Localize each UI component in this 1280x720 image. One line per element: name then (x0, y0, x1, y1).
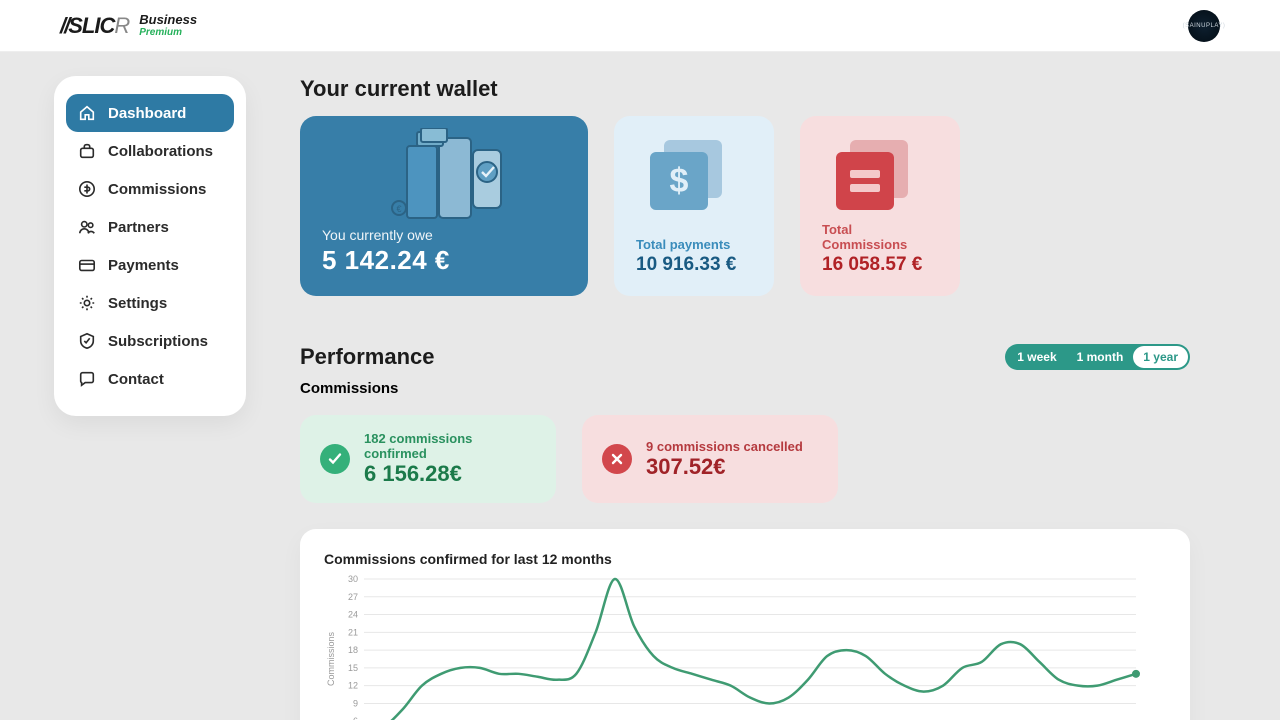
sidebar-item-label: Dashboard (108, 105, 186, 122)
x-circle-icon (602, 444, 632, 474)
check-circle-icon (320, 444, 350, 474)
svg-text:18: 18 (348, 645, 358, 655)
wallet-commissions-value: 16 058.57 € (822, 254, 922, 276)
users-icon (78, 218, 96, 236)
wallet-commissions-label: Total Commissions (822, 222, 938, 252)
brand-business-label: Business (139, 13, 197, 26)
brand-premium-label: Premium (139, 28, 197, 38)
sidebar-item-contact[interactable]: Contact (66, 360, 234, 398)
shield-check-icon (78, 332, 96, 350)
svg-text:9: 9 (353, 698, 358, 708)
wallet-owe-label: You currently owe (322, 227, 566, 243)
sidebar-item-label: Partners (108, 219, 169, 236)
card-icon (78, 256, 96, 274)
performance-section-title: Performance (300, 344, 435, 370)
commissions-cancelled-card[interactable]: 9 commissions cancelled 307.52€ (582, 415, 838, 503)
svg-text:30: 30 (348, 575, 358, 584)
performance-subheading: Commissions (300, 380, 1190, 397)
chart-card: Commissions confirmed for last 12 months… (300, 529, 1190, 720)
confirmed-value: 6 156.28€ (364, 461, 536, 487)
sidebar-item-dashboard[interactable]: Dashboard (66, 94, 234, 132)
wallet-section-title: Your current wallet (300, 76, 1190, 102)
sidebar-item-label: Commissions (108, 181, 206, 198)
svg-text:27: 27 (348, 592, 358, 602)
sidebar-item-label: Collaborations (108, 143, 213, 160)
period-seg-1-month[interactable]: 1 month (1067, 346, 1134, 368)
brand-logo: //SLICR (60, 13, 129, 39)
wallet-commissions-card[interactable]: Total Commissions 16 058.57 € (800, 116, 960, 296)
wallet-payments-value: 10 916.33 € (636, 254, 736, 276)
wallet-illustration-icon: € (369, 128, 519, 228)
svg-text:15: 15 (348, 663, 358, 673)
cancelled-line: 9 commissions cancelled (646, 439, 803, 454)
sidebar-item-partners[interactable]: Partners (66, 208, 234, 246)
sidebar-item-payments[interactable]: Payments (66, 246, 234, 284)
home-icon (78, 104, 96, 122)
chat-icon (78, 370, 96, 388)
commissions-confirmed-card[interactable]: 182 commissions confirmed 6 156.28€ (300, 415, 556, 503)
svg-text:21: 21 (348, 627, 358, 637)
sidebar-item-label: Subscriptions (108, 333, 208, 350)
wallet-owe-value: 5 142.24 € (322, 245, 566, 276)
commissions-line-chart: 36912151821242730Commissions (324, 575, 1144, 720)
top-bar: //SLICR Business Premium (SAINUPLAY) (0, 0, 1280, 52)
sidebar-item-settings[interactable]: Settings (66, 284, 234, 322)
sidebar-item-label: Settings (108, 295, 167, 312)
avatar-label: (SAINUPLAY) (1183, 23, 1226, 29)
briefcase-icon (78, 142, 96, 160)
sidebar-item-collaborations[interactable]: Collaborations (66, 132, 234, 170)
wallet-payments-label: Total payments (636, 237, 730, 252)
wallet-owe-card[interactable]: € You currently owe 5 142.24 € (300, 116, 588, 296)
receipt-icon (836, 140, 912, 216)
sidebar-item-label: Payments (108, 257, 179, 274)
brand: //SLICR Business Premium (60, 13, 197, 39)
period-seg-1-week[interactable]: 1 week (1007, 346, 1066, 368)
sidebar: Dashboard Collaborations Commissions Partne… (54, 76, 246, 416)
period-toggle: 1 week1 month1 year (1005, 344, 1190, 370)
brand-sublabel: Business Premium (139, 13, 197, 38)
svg-text:24: 24 (348, 610, 358, 620)
dollar-circle-icon (78, 180, 96, 198)
dollar-icon: $ (650, 140, 726, 216)
gear-icon (78, 294, 96, 312)
period-seg-1-year[interactable]: 1 year (1133, 346, 1188, 368)
svg-text:Commissions: Commissions (326, 631, 336, 686)
svg-text:12: 12 (348, 681, 358, 691)
sidebar-item-label: Contact (108, 371, 164, 388)
cancelled-value: 307.52€ (646, 454, 803, 480)
svg-text:6: 6 (353, 716, 358, 720)
svg-text:€: € (396, 204, 401, 214)
wallet-row: € You currently owe 5 142.24 € $ Total p… (300, 116, 1190, 296)
confirmed-line: 182 commissions confirmed (364, 431, 536, 461)
sidebar-item-subscriptions[interactable]: Subscriptions (66, 322, 234, 360)
chart-title: Commissions confirmed for last 12 months (324, 551, 1166, 567)
sidebar-item-commissions[interactable]: Commissions (66, 170, 234, 208)
user-avatar[interactable]: (SAINUPLAY) (1188, 10, 1220, 42)
wallet-payments-card[interactable]: $ Total payments 10 916.33 € (614, 116, 774, 296)
